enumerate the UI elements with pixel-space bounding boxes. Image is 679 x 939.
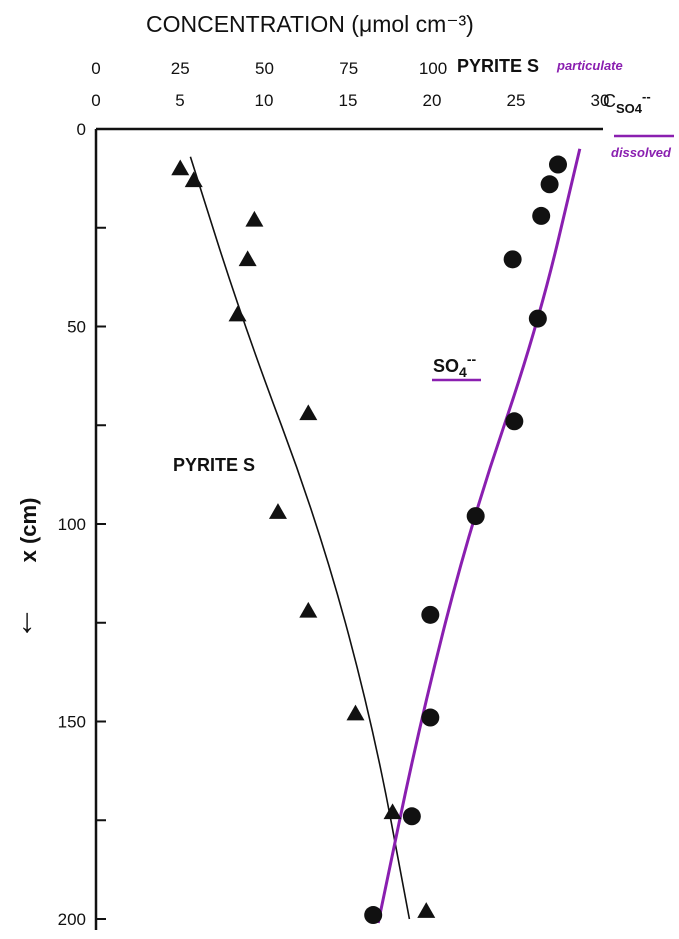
y-tick-label: 100 [58,515,86,534]
sulfate-axis-sublabel: dissolved [611,145,672,160]
sulfate-tick-label: 10 [255,91,274,110]
sulfate-tick-label: 30 [591,91,610,110]
pyrite-fit-line [189,156,411,920]
sulfate-data-point [364,906,383,925]
sulfate-data-point [532,206,551,225]
pyrite-data-point [228,305,247,322]
y-tick-label: 150 [58,713,86,732]
pyrite-axis-sublabel: particulate [556,58,623,73]
pyrite-data-point [346,704,365,721]
pyrite-points [171,159,436,918]
sulfate-fit-line [376,148,582,924]
sulfate-data-point [549,155,567,174]
pyrite-data-point [238,250,257,267]
pyrite-data-point [171,159,190,176]
depth-axis-ticks: 0 50 100 150 200 [58,120,106,929]
sulfate-tick-labels: 0 5 10 15 20 25 30 [91,91,609,110]
pyrite-data-point [245,210,264,227]
sulfate-tick-label: 25 [507,91,526,110]
sulfate-data-point [421,605,440,624]
pyrite-data-point [383,803,402,820]
pyrite-tick-label: 0 [91,59,100,78]
sulfate-data-point [505,412,524,431]
sulfate-data-point [466,507,485,526]
pyrite-tick-label: 75 [339,59,358,78]
sulfate-tick-label: 15 [339,91,358,110]
pyrite-data-point [417,902,436,918]
pyrite-tick-labels: 0 25 50 75 100 [91,59,447,78]
pyrite-data-point [268,503,287,519]
sulfate-data-point [528,309,547,328]
y-tick-label: 200 [58,910,86,929]
chart-title: CONCENTRATION (μmol cm⁻³) [146,11,474,37]
sulfate-data-point [503,250,522,269]
pyrite-axis-label: PYRITE S [457,56,539,76]
sulfate-data-point [540,175,559,194]
sulfate-points [364,155,567,925]
pyrite-series-label: PYRITE S [173,455,255,475]
pyrite-tick-label: 100 [419,59,447,78]
pyrite-data-point [184,171,203,188]
pyrite-data-point [299,404,318,421]
y-axis-title-group: x (cm) [16,498,41,563]
pyrite-data-point [299,601,318,618]
sulfate-axis-label: CSO4-- [603,89,651,116]
pyrite-tick-label: 25 [171,59,190,78]
y-tick-label: 50 [67,318,86,337]
sulfate-tick-label: 5 [175,91,184,110]
sulfate-tick-label: 20 [423,91,442,110]
sulfate-data-point [421,708,440,727]
pyrite-tick-label: 50 [255,59,274,78]
y-axis-title: x (cm) [16,498,41,563]
sulfate-tick-label: 0 [91,91,100,110]
sulfate-data-point [402,807,421,826]
down-arrow-icon: ↓ [19,602,36,640]
sulfate-series-label: SO4-- [433,351,476,380]
y-tick-label: 0 [77,120,86,139]
